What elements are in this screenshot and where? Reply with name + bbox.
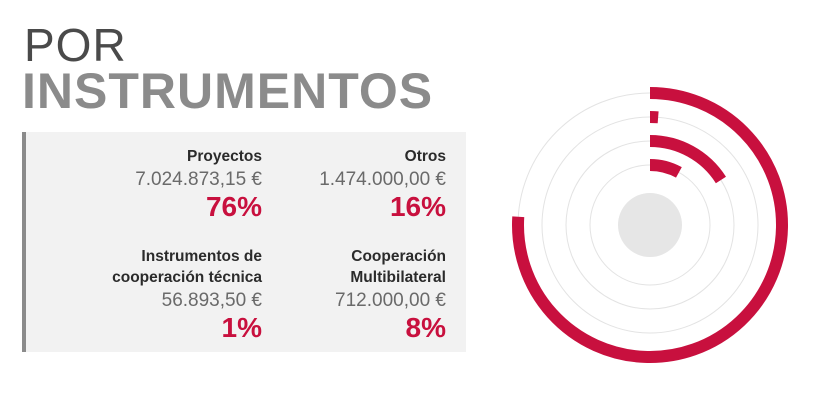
stat-name: Otros <box>404 148 446 165</box>
radial-bar-chart <box>512 87 788 363</box>
stat-instrumentos-cooperacion-tecnica: Instrumentos de cooperación técnica 56.8… <box>62 246 262 343</box>
center-circle <box>618 193 682 257</box>
ring-bar-otros <box>649 135 726 184</box>
stat-percent: 8% <box>405 312 446 343</box>
stat-otros: Otros 1.474.000,00 € 16% <box>246 146 446 222</box>
stat-name: Instrumentos de <box>141 248 262 265</box>
page-title-prefix: POR <box>24 19 127 71</box>
ring-bar-proyectos <box>512 87 788 363</box>
stat-amount: 7.024.873,15 € <box>135 169 262 190</box>
ring-bars <box>512 87 788 363</box>
stat-name-line2: cooperación técnica <box>112 269 262 286</box>
stat-name: Proyectos <box>187 148 262 165</box>
stat-cooperacion-multibilateral: Cooperación Multibilateral 712.000,00 € … <box>246 246 446 343</box>
stat-amount: 1.474.000,00 € <box>319 169 446 190</box>
stat-percent: 76% <box>205 191 262 222</box>
stat-name: Cooperación <box>351 248 446 265</box>
stat-percent: 1% <box>221 312 262 343</box>
stats-panel: Proyectos 7.024.873,15 € 76% Otros 1.474… <box>22 132 466 352</box>
page-title: INSTRUMENTOS <box>22 63 434 119</box>
stat-proyectos: Proyectos 7.024.873,15 € 76% <box>62 146 262 222</box>
ring-bar-cooperaci-n-multibilateral <box>649 159 682 178</box>
stat-percent: 16% <box>389 191 446 222</box>
stat-amount: 712.000,00 € <box>335 290 446 311</box>
stat-name-line2: Multibilateral <box>350 269 446 286</box>
stat-amount: 56.893,50 € <box>161 290 262 311</box>
